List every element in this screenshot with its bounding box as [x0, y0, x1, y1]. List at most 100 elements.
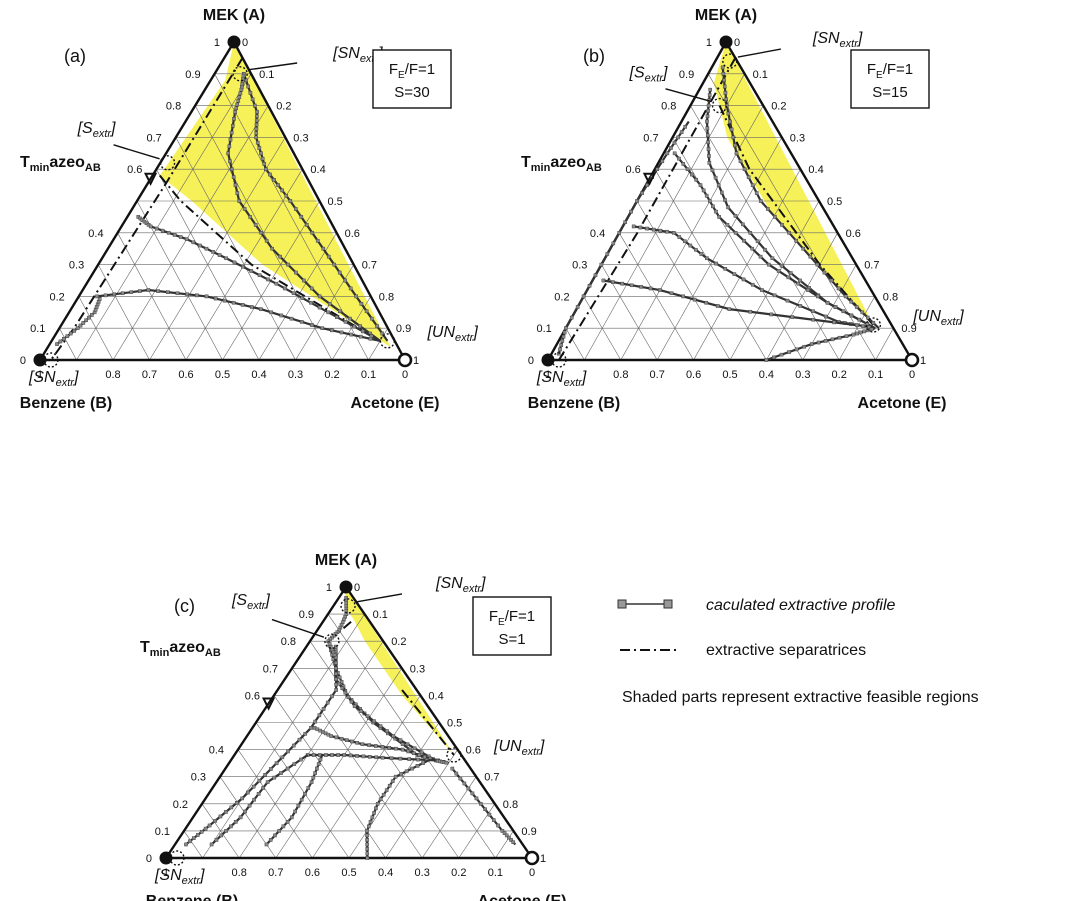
left-axis-tick: 0.8	[661, 101, 676, 113]
bottom-axis-tick: 0.8	[232, 867, 247, 879]
sn-bottom-annotation: [SNextr]	[536, 369, 587, 389]
profile-marker	[742, 167, 747, 172]
profile-marker	[562, 330, 567, 335]
profile-marker	[315, 238, 320, 243]
profile-marker	[248, 91, 253, 95]
profile-marker	[720, 65, 725, 70]
profile-marker	[248, 215, 252, 219]
profile-marker	[638, 225, 643, 230]
right-axis-tick: 1	[920, 355, 926, 367]
profile-marker	[198, 243, 202, 248]
s-extr-annotation: [Sextr]	[77, 120, 116, 140]
bottom-axis-tick: 0.5	[341, 867, 356, 879]
profile-marker	[280, 755, 285, 760]
profile-marker	[704, 193, 709, 198]
profile-marker	[238, 815, 243, 820]
profile-marker	[841, 309, 846, 314]
profile-marker	[843, 294, 848, 299]
profile-marker	[660, 159, 665, 164]
right-axis-tick: 1	[413, 355, 419, 367]
profile-marker	[286, 262, 290, 267]
profile-marker	[250, 97, 255, 102]
profile-marker	[798, 304, 803, 308]
profile-marker	[81, 321, 86, 325]
profile-marker	[276, 183, 280, 187]
left-axis-tick: 0.3	[191, 772, 206, 784]
profile-marker	[272, 775, 277, 780]
un-extr-annotation: [UNextr]	[493, 738, 545, 758]
right-axis-tick: 0.1	[259, 69, 274, 81]
left-axis-tick: 0.9	[185, 69, 200, 81]
profile-marker	[229, 130, 234, 135]
profile-marker	[259, 307, 263, 311]
singular-point-circle	[324, 633, 340, 649]
profile-marker	[394, 746, 398, 751]
profile-marker	[269, 310, 273, 315]
right-axis-tick: 0.3	[293, 132, 308, 144]
profile-marker	[254, 122, 259, 127]
right-axis-tick: 0.9	[521, 826, 536, 838]
extractive-separatrix	[159, 174, 381, 342]
profile-marker	[404, 769, 409, 774]
left-axis-tick: 0.7	[643, 132, 658, 144]
profile-marker	[504, 833, 509, 838]
profile-marker	[502, 831, 507, 835]
bottom-axis-tick: 0.6	[305, 867, 320, 879]
profile-marker	[825, 300, 830, 305]
bottom-axis-tick: 0.1	[488, 867, 503, 879]
profile-marker	[714, 209, 718, 214]
right-axis-tick: 0.4	[310, 164, 325, 176]
shaded-feasible-region	[713, 42, 874, 326]
profile-marker	[272, 177, 276, 182]
legend-profile-label: caculated extractive profile	[706, 597, 896, 614]
profile-marker	[332, 262, 337, 267]
profile-marker	[316, 762, 321, 766]
profile-marker	[251, 784, 256, 789]
profile-marker	[330, 635, 334, 640]
profile-marker	[725, 223, 730, 227]
annotation-arrow	[665, 88, 712, 103]
profile-marker	[705, 256, 709, 261]
left-axis-tick: 0.9	[679, 69, 694, 81]
bottom-axis-tick: 0.6	[178, 369, 193, 381]
profile-marker	[274, 281, 279, 286]
singular-point-circle	[722, 53, 738, 69]
profile-marker	[334, 688, 338, 692]
profile-marker	[758, 254, 763, 259]
profile-marker	[368, 755, 372, 759]
profile-marker	[824, 314, 828, 319]
profile-marker	[750, 282, 755, 287]
profile-marker	[148, 224, 153, 229]
profile-marker	[372, 719, 376, 723]
profile-marker	[241, 264, 245, 269]
profile-marker	[705, 119, 709, 124]
profile-marker	[507, 835, 511, 840]
profile-marker	[365, 714, 370, 718]
profile-marker	[706, 103, 711, 108]
right-axis-tick: 0.3	[410, 663, 425, 675]
profile-marker	[593, 273, 598, 278]
profile-marker	[285, 766, 290, 771]
profile-marker	[255, 114, 259, 118]
profile-marker	[786, 275, 791, 280]
profile-marker	[204, 294, 209, 299]
profile-marker	[399, 772, 403, 776]
profile-marker	[677, 156, 681, 161]
profile-marker	[255, 110, 259, 114]
profile-marker	[84, 318, 88, 323]
profile-marker	[731, 135, 736, 140]
panel-label: (c)	[174, 596, 195, 616]
profile-marker	[855, 323, 859, 327]
profile-marker	[816, 340, 821, 345]
parameter-reflux: S=15	[872, 84, 907, 101]
profile-marker	[665, 151, 670, 156]
ternary-grid	[183, 613, 514, 859]
bottom-axis-tick: 0.8	[613, 369, 628, 381]
bottom-axis-tick: 0.7	[142, 369, 157, 381]
profile-marker	[450, 766, 455, 771]
profile-marker	[809, 342, 814, 346]
profile-marker	[738, 159, 743, 164]
bottom-axis-tick: 0.5	[215, 369, 230, 381]
profile-marker	[384, 788, 389, 793]
profile-marker	[263, 773, 267, 777]
